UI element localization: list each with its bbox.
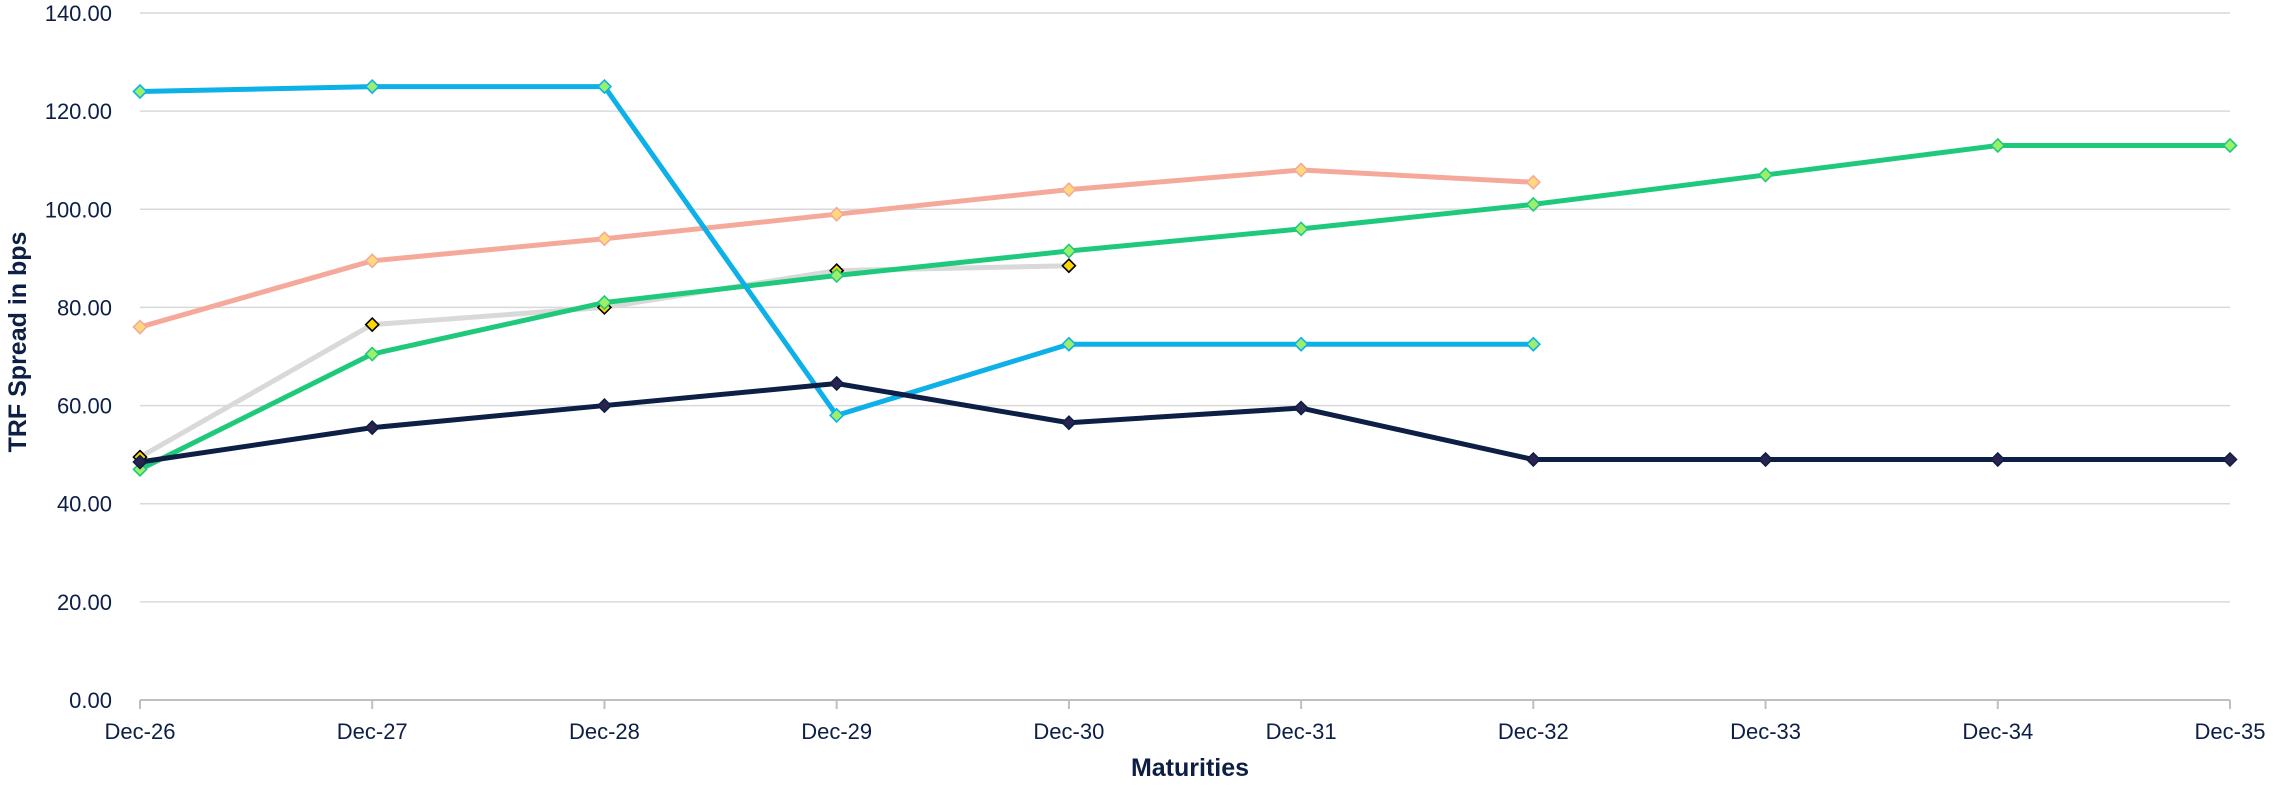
y-tick-label: 0.00 <box>69 688 112 713</box>
data-point-marker <box>1525 174 1541 190</box>
data-point-marker <box>364 253 380 269</box>
x-tick-label: Dec-33 <box>1730 719 1801 744</box>
data-point-marker <box>364 316 380 333</box>
x-axis-title: Maturities <box>1131 754 1249 781</box>
data-point-marker <box>364 346 380 362</box>
x-tick-label: Dec-32 <box>1498 719 1569 744</box>
y-tick-label: 120.00 <box>45 99 112 124</box>
series-layer <box>137 84 2233 472</box>
data-point-marker <box>829 206 845 222</box>
data-point-marker <box>1293 162 1309 178</box>
data-point-marker <box>1061 258 1077 274</box>
x-tick-label: Dec-28 <box>569 719 640 744</box>
data-point-marker <box>2222 137 2238 154</box>
y-tick-label: 40.00 <box>57 492 112 517</box>
axis-layer: 0.00 20.00 40.00 60.00 80.00 100.00 120.00 140.… <box>45 1 2266 744</box>
data-point-marker <box>1061 415 1077 431</box>
data-point-marker <box>132 454 148 470</box>
series-line-2 <box>137 263 1072 460</box>
data-point-marker <box>596 231 613 247</box>
x-tick-label: Dec-34 <box>1962 719 2033 744</box>
y-axis-title: TRF Spread in bps <box>4 232 32 453</box>
data-point-marker <box>1293 400 1309 416</box>
x-tick-label: Dec-26 <box>105 719 176 744</box>
data-point-marker <box>1293 336 1309 352</box>
data-point-marker <box>1757 167 1774 183</box>
x-tick-label: Dec-30 <box>1033 719 1104 744</box>
data-point-marker <box>1061 336 1077 352</box>
data-point-marker <box>829 267 845 284</box>
data-point-marker <box>1061 182 1077 198</box>
x-tick-label: Dec-31 <box>1266 719 1337 744</box>
data-point-marker <box>829 375 845 392</box>
data-point-marker <box>596 294 613 311</box>
y-tick-label: 80.00 <box>57 295 112 320</box>
y-tick-label: 100.00 <box>45 197 112 222</box>
marker-layer <box>132 78 2238 477</box>
series-line-5 <box>137 380 2233 465</box>
y-tick-label: 20.00 <box>57 590 112 615</box>
x-tick-label: Dec-29 <box>801 719 872 744</box>
data-point-marker <box>1525 336 1541 352</box>
x-tick-label: Dec-27 <box>337 719 408 744</box>
y-tick-label: 140.00 <box>45 1 112 26</box>
data-point-marker <box>132 83 148 100</box>
grid-layer <box>140 12 2230 603</box>
series-line-3 <box>137 142 2233 472</box>
data-point-marker <box>364 420 380 436</box>
data-point-marker <box>2222 451 2238 468</box>
data-point-marker <box>1525 196 1541 213</box>
data-point-marker <box>596 78 613 95</box>
series-line-1 <box>137 167 1536 330</box>
data-point-marker <box>596 397 613 414</box>
data-point-marker <box>364 78 380 95</box>
x-tick-label: Dec-35 <box>2195 719 2266 744</box>
y-tick-label: 60.00 <box>57 394 112 419</box>
data-point-marker <box>1293 221 1309 237</box>
data-point-marker <box>1990 137 2006 154</box>
data-point-marker <box>829 407 845 424</box>
data-point-marker <box>132 319 148 335</box>
data-point-marker <box>1757 451 1774 468</box>
data-point-marker <box>1525 451 1541 468</box>
data-point-marker <box>1061 243 1077 259</box>
data-point-marker <box>1990 451 2006 468</box>
